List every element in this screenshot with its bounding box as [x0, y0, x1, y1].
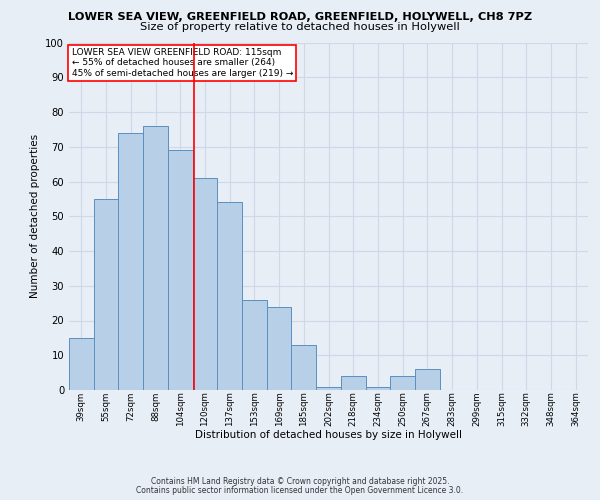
Text: LOWER SEA VIEW GREENFIELD ROAD: 115sqm
← 55% of detached houses are smaller (264: LOWER SEA VIEW GREENFIELD ROAD: 115sqm ←…	[71, 48, 293, 78]
Bar	[242, 300, 267, 390]
Bar	[292, 345, 316, 390]
Text: LOWER SEA VIEW, GREENFIELD ROAD, GREENFIELD, HOLYWELL, CH8 7PZ: LOWER SEA VIEW, GREENFIELD ROAD, GREENFI…	[68, 12, 532, 22]
Bar	[267, 306, 292, 390]
Bar	[341, 376, 365, 390]
Bar	[365, 386, 390, 390]
Bar	[316, 386, 341, 390]
X-axis label: Distribution of detached houses by size in Holywell: Distribution of detached houses by size …	[195, 430, 462, 440]
Text: Contains public sector information licensed under the Open Government Licence 3.: Contains public sector information licen…	[136, 486, 464, 495]
Bar	[168, 150, 193, 390]
Bar	[415, 369, 440, 390]
Bar	[143, 126, 168, 390]
Text: Contains HM Land Registry data © Crown copyright and database right 2025.: Contains HM Land Registry data © Crown c…	[151, 477, 449, 486]
Bar	[217, 202, 242, 390]
Bar	[69, 338, 94, 390]
Y-axis label: Number of detached properties: Number of detached properties	[30, 134, 40, 298]
Bar	[193, 178, 217, 390]
Bar	[390, 376, 415, 390]
Bar	[118, 133, 143, 390]
Bar	[94, 199, 118, 390]
Text: Size of property relative to detached houses in Holywell: Size of property relative to detached ho…	[140, 22, 460, 32]
